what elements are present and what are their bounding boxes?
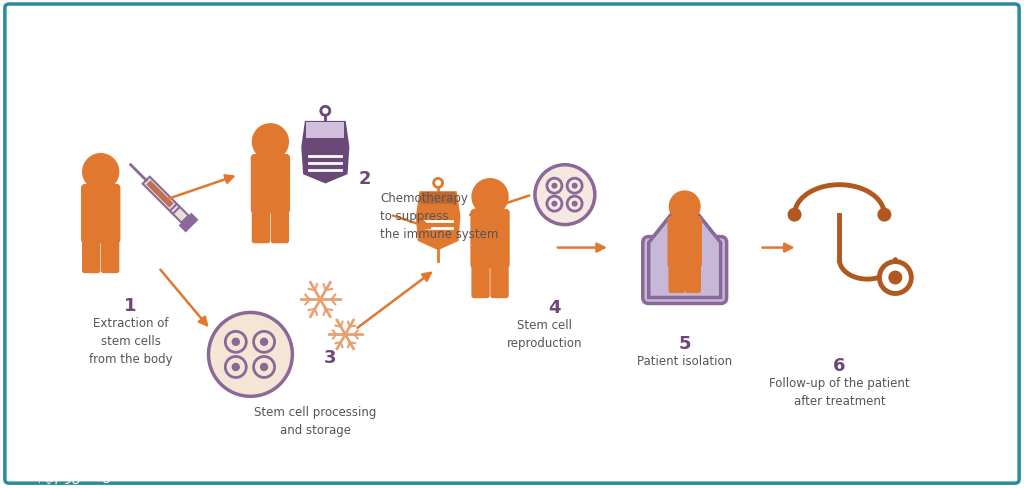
- Circle shape: [571, 201, 578, 206]
- Text: Chemotherapy
to suppress
the immune system: Chemotherapy to suppress the immune syst…: [380, 192, 499, 241]
- Polygon shape: [302, 122, 349, 183]
- Circle shape: [889, 270, 902, 285]
- Text: 5: 5: [679, 335, 691, 353]
- Text: Stem cell
reproduction: Stem cell reproduction: [507, 320, 583, 350]
- FancyBboxPatch shape: [669, 259, 684, 292]
- Text: bimaristan: bimaristan: [31, 454, 115, 468]
- Circle shape: [567, 178, 582, 193]
- Circle shape: [552, 201, 557, 206]
- Text: Extraction of
stem cells
from the body: Extraction of stem cells from the body: [89, 318, 172, 366]
- FancyBboxPatch shape: [101, 234, 119, 272]
- FancyBboxPatch shape: [5, 4, 1019, 483]
- Text: 1: 1: [124, 298, 137, 315]
- Polygon shape: [649, 198, 721, 298]
- Circle shape: [472, 179, 508, 215]
- Circle shape: [254, 331, 274, 352]
- Circle shape: [552, 183, 557, 189]
- FancyBboxPatch shape: [253, 203, 269, 243]
- Circle shape: [231, 338, 240, 346]
- FancyBboxPatch shape: [83, 234, 99, 272]
- Circle shape: [231, 363, 240, 371]
- Text: ✾: ✾: [62, 434, 83, 458]
- FancyBboxPatch shape: [492, 259, 508, 298]
- Circle shape: [225, 331, 246, 352]
- FancyBboxPatch shape: [252, 155, 290, 213]
- FancyBboxPatch shape: [471, 210, 509, 267]
- Circle shape: [254, 357, 274, 377]
- Text: 6: 6: [834, 357, 846, 375]
- Circle shape: [547, 196, 562, 211]
- Text: 4: 4: [549, 300, 561, 318]
- Circle shape: [670, 191, 700, 222]
- Polygon shape: [142, 177, 188, 223]
- FancyBboxPatch shape: [472, 259, 489, 298]
- Text: 2: 2: [359, 170, 372, 188]
- Circle shape: [83, 154, 119, 190]
- Text: 3: 3: [324, 349, 337, 367]
- FancyBboxPatch shape: [643, 237, 727, 304]
- Polygon shape: [9, 487, 188, 488]
- Circle shape: [260, 363, 268, 371]
- Circle shape: [321, 106, 330, 115]
- Circle shape: [787, 207, 802, 222]
- Polygon shape: [178, 213, 199, 232]
- FancyBboxPatch shape: [685, 259, 700, 292]
- Text: بيمارستان: بيمارستان: [34, 471, 112, 485]
- Circle shape: [878, 207, 891, 222]
- Circle shape: [253, 124, 289, 160]
- Polygon shape: [306, 122, 344, 138]
- Text: Patient isolation: Patient isolation: [637, 355, 732, 368]
- Polygon shape: [417, 192, 460, 249]
- Text: Stem cell processing
and storage: Stem cell processing and storage: [254, 407, 377, 437]
- FancyBboxPatch shape: [82, 184, 120, 243]
- Circle shape: [225, 357, 246, 377]
- Polygon shape: [649, 198, 721, 298]
- Circle shape: [547, 178, 562, 193]
- Polygon shape: [421, 192, 456, 204]
- Circle shape: [571, 183, 578, 189]
- FancyBboxPatch shape: [668, 217, 701, 267]
- Circle shape: [209, 312, 293, 396]
- Circle shape: [260, 338, 268, 346]
- FancyBboxPatch shape: [271, 203, 289, 243]
- Circle shape: [880, 262, 911, 293]
- Circle shape: [535, 165, 595, 224]
- Text: Follow-up of the patient
after treatment: Follow-up of the patient after treatment: [769, 377, 909, 408]
- Circle shape: [567, 196, 582, 211]
- Circle shape: [433, 179, 442, 187]
- Polygon shape: [146, 180, 173, 207]
